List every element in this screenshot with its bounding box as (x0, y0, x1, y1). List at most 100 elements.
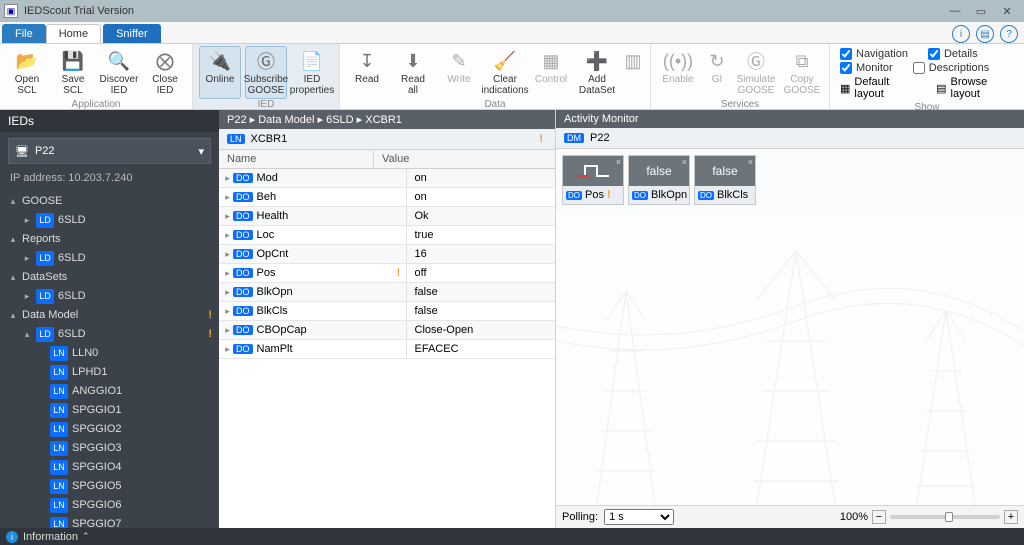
monitor-card[interactable]: ×DOPos! (562, 155, 624, 205)
table-row[interactable]: ▸DOCBOpCapClose-Open (219, 321, 555, 340)
polling-label: Polling: (562, 511, 598, 523)
ribbon-group-data: ↧Read ⬇Readall ✎Write 🧹Clearindications … (340, 44, 651, 109)
add-dataset-button[interactable]: ➕AddDataSet (576, 46, 618, 99)
tree-item[interactable]: LNSPGGIO1 (0, 401, 219, 420)
sidebar-header: IEDs (0, 110, 219, 132)
copy-icon: ⧉ (790, 49, 814, 73)
table-row[interactable]: ▸DOHealthOk (219, 207, 555, 226)
status-info-label[interactable]: Information (23, 531, 78, 543)
zoom-in-button[interactable]: + (1004, 510, 1018, 524)
tree-item[interactable]: LNSPGGIO7 (0, 515, 219, 528)
data-grid[interactable]: ▸DOModon▸DOBehon▸DOHealthOk▸DOLoctrue▸DO… (219, 169, 555, 528)
ied-selector[interactable]: 🖥 P22 ▾ (8, 138, 211, 164)
simulate-goose-button: ⒼSimulateGOOSE (735, 46, 777, 99)
sidebar-tree[interactable]: ▴GOOSE▸LD6SLD▴Reports▸LD6SLD▴DataSets▸LD… (0, 192, 219, 528)
save-scl-button[interactable]: 💾SaveSCL (52, 46, 94, 99)
close-ied-button[interactable]: ⨂CloseIED (144, 46, 186, 99)
table-row[interactable]: ▸DOModon (219, 169, 555, 188)
tree-item[interactable]: ▴LD6SLD! (0, 325, 219, 344)
monitor-cards: ×DOPos!false×DOBlkOpnfalse×DOBlkCls (556, 149, 1024, 211)
menu-tabs: File Home Sniffer i ▤ ? (0, 22, 1024, 44)
table-row[interactable]: ▸DONamPltEFACEC (219, 340, 555, 359)
read-button[interactable]: ↧Read (346, 46, 388, 99)
read-all-button[interactable]: ⬇Readall (392, 46, 434, 99)
close-window-button[interactable]: ✕ (994, 2, 1020, 20)
write-icon: ✎ (447, 49, 471, 73)
online-button[interactable]: 🔌Online (199, 46, 241, 99)
check-navigation[interactable]: Navigation (840, 48, 908, 60)
default-layout-button[interactable]: ▦Default layout (840, 76, 916, 100)
ied-properties-button[interactable]: 📄IEDproperties (291, 46, 333, 99)
gi-button: ↻GI (703, 46, 731, 99)
tree-item[interactable]: LNANGGIO1 (0, 382, 219, 401)
clear-indications-button[interactable]: 🧹Clearindications (484, 46, 526, 99)
check-details[interactable]: Details (928, 48, 978, 60)
maximize-button[interactable]: ▭ (968, 2, 994, 20)
write-button: ✎Write (438, 46, 480, 99)
table-row[interactable]: ▸DOBlkClsfalse (219, 302, 555, 321)
discover-ied-button[interactable]: 🔍DiscoverIED (98, 46, 140, 99)
tree-item[interactable]: ▴Reports (0, 230, 219, 249)
polling-select[interactable]: 1 s (604, 509, 674, 525)
ln-name: XCBR1 (251, 133, 288, 145)
open-folder-icon: 📂 (15, 49, 39, 73)
tab-home[interactable]: Home (46, 24, 101, 43)
ribbon-group-services: ((•))Enable ↻GI ⒼSimulateGOOSE ⧉CopyGOOS… (651, 44, 830, 109)
tree-item[interactable]: ▸LD6SLD (0, 211, 219, 230)
enable-icon: ((•)) (666, 49, 690, 73)
title-bar: ▣ IEDScout Trial Version — ▭ ✕ (0, 0, 1024, 22)
grid-header: Name Value (219, 150, 555, 169)
tower-watermark (556, 211, 1024, 505)
tree-item[interactable]: LNSPGGIO5 (0, 477, 219, 496)
docs-icon[interactable]: ▤ (976, 25, 994, 43)
activity-monitor-panel: Activity Monitor DM P22 ×DOPos!false×DOB… (556, 110, 1024, 528)
status-bar: i Information ⌃ (0, 528, 1024, 545)
window-title: IEDScout Trial Version (24, 5, 134, 17)
monitor-card[interactable]: false×DOBlkCls (694, 155, 756, 205)
zoom-out-button[interactable]: − (872, 510, 886, 524)
info-icon[interactable]: i (952, 25, 970, 43)
tree-item[interactable]: LNSPGGIO2 (0, 420, 219, 439)
layout-icon: ▤ (936, 82, 946, 95)
data-model-panel: P22 ▸ Data Model ▸ 6SLD ▸ XCBR1 LN XCBR1… (219, 110, 556, 528)
tree-item[interactable]: LNSPGGIO6 (0, 496, 219, 515)
tree-item[interactable]: LNSPGGIO3 (0, 439, 219, 458)
tree-item[interactable]: ▴DataSets (0, 268, 219, 287)
control-button: ▦Control (530, 46, 572, 99)
col-name[interactable]: Name (219, 150, 374, 168)
table-row[interactable]: ▸DOBlkOpnfalse (219, 283, 555, 302)
browse-layout-button[interactable]: ▤Browse layout (936, 76, 1014, 100)
ribbon-group-application: 📂OpenSCL 💾SaveSCL 🔍DiscoverIED ⨂CloseIED… (0, 44, 193, 109)
minimize-button[interactable]: — (942, 2, 968, 20)
check-monitor[interactable]: Monitor (840, 62, 893, 74)
tree-item[interactable]: ▴GOOSE (0, 192, 219, 211)
ip-address: IP address: 10.203.7.240 (0, 170, 219, 192)
table-row[interactable]: ▸DOPos!off (219, 264, 555, 283)
open-scl-button[interactable]: 📂OpenSCL (6, 46, 48, 99)
col-value[interactable]: Value (374, 150, 555, 168)
tree-item[interactable]: ▴Data Model! (0, 306, 219, 325)
tree-item[interactable]: LNLPHD1 (0, 363, 219, 382)
tree-item[interactable]: ▸LD6SLD (0, 249, 219, 268)
chevron-up-icon: ⌃ (82, 531, 90, 542)
extra-icon: ▥ (621, 49, 645, 73)
monitor-card[interactable]: false×DOBlkOpn (628, 155, 690, 205)
tab-file[interactable]: File (2, 24, 46, 43)
ribbon-group-show: Navigation Details Monitor Descriptions … (830, 44, 1024, 109)
app-icon: ▣ (4, 4, 18, 18)
table-row[interactable]: ▸DOOpCnt16 (219, 245, 555, 264)
logical-node-row[interactable]: LN XCBR1 ! (219, 129, 555, 150)
tree-item[interactable]: LNSPGGIO4 (0, 458, 219, 477)
dm-row[interactable]: DM P22 (556, 128, 1024, 149)
tab-sniffer[interactable]: Sniffer (103, 24, 161, 43)
zoom-slider[interactable] (890, 515, 1000, 519)
tree-item[interactable]: ▸LD6SLD (0, 287, 219, 306)
subscribe-goose-button[interactable]: ⒼSubscribeGOOSE (245, 46, 287, 99)
help-icon[interactable]: ? (1000, 25, 1018, 43)
table-row[interactable]: ▸DOBehon (219, 188, 555, 207)
layout-icon: ▦ (840, 82, 850, 95)
enable-button: ((•))Enable (657, 46, 699, 99)
check-descriptions[interactable]: Descriptions (913, 62, 990, 74)
tree-item[interactable]: LNLLN0 (0, 344, 219, 363)
table-row[interactable]: ▸DOLoctrue (219, 226, 555, 245)
